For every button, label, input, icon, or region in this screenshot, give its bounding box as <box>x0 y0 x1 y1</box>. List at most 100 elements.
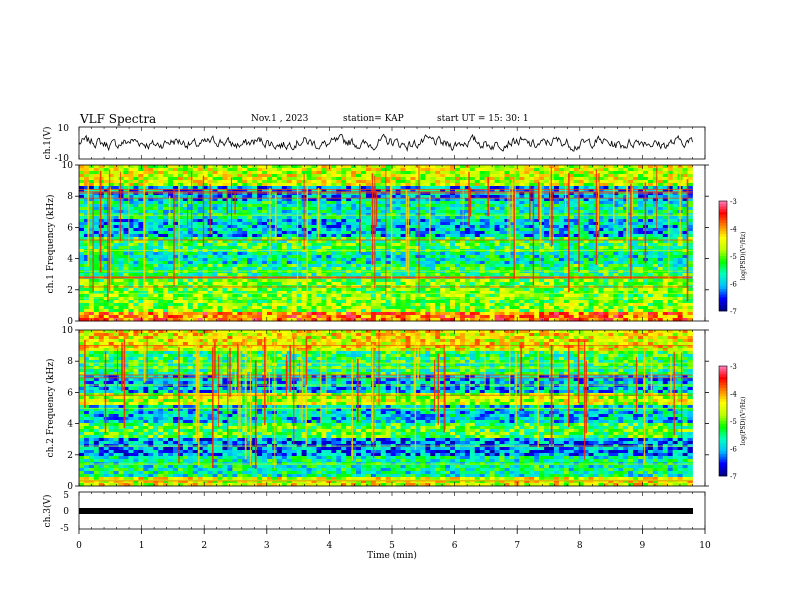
spectrogram-cell <box>682 168 688 172</box>
spectrogram-cell <box>113 264 119 268</box>
spectrogram-cell <box>247 216 253 220</box>
spectrogram-cell <box>311 180 317 184</box>
spectrogram-cell <box>281 237 288 241</box>
spectrogram-cell <box>128 210 134 214</box>
spectrogram-cell <box>469 198 476 202</box>
spectrogram-cell <box>212 231 218 235</box>
spectrogram-cell <box>242 270 248 274</box>
spectrogram-cell <box>529 204 535 208</box>
spectrogram-cell <box>578 201 585 205</box>
spectrogram-cell <box>148 234 154 238</box>
spectrogram-cell <box>148 222 154 226</box>
spectrogram-cell <box>217 183 223 187</box>
spectrogram-cell <box>544 240 550 244</box>
spectrogram-cell <box>361 186 367 190</box>
spectrogram-cell <box>217 261 223 265</box>
spectrogram-cell <box>83 270 90 274</box>
spectrogram-cell <box>474 270 481 274</box>
spectrogram-cell <box>133 210 139 214</box>
spectrogram-cell <box>138 273 144 277</box>
spectrogram-cell <box>177 255 184 259</box>
spectrogram-cell <box>529 270 535 274</box>
spectrogram-cell <box>420 264 426 268</box>
spectrogram-cell <box>281 273 288 277</box>
spectrogram-cell <box>633 168 639 172</box>
spectrogram-cell <box>103 273 110 277</box>
spectrogram-cell <box>667 246 674 250</box>
spectrogram-cell <box>227 222 233 226</box>
spectrogram-cell <box>163 234 169 238</box>
spectrogram-cell <box>553 237 560 241</box>
spectrogram-cell <box>425 282 431 286</box>
spectrogram-cell <box>598 234 604 238</box>
spectrogram-cell <box>687 258 693 262</box>
spectrogram-cell <box>603 234 609 238</box>
spectrogram-cell <box>271 282 278 286</box>
spectrogram-cell <box>257 273 263 277</box>
spectrogram-cell <box>83 186 90 190</box>
spectrogram-cell <box>618 180 624 184</box>
spectrogram-cell <box>603 201 609 205</box>
spectrogram-cell <box>479 174 486 178</box>
spectrogram-cell <box>455 189 461 193</box>
spectrogram-cell <box>549 261 555 265</box>
spectrogram-cell <box>420 231 426 235</box>
spectrogram-cell <box>588 180 594 184</box>
spectrogram-cell <box>267 255 273 259</box>
spectrogram-cell <box>192 255 199 259</box>
spectrogram-cell <box>242 174 248 178</box>
spectrogram-cell <box>519 180 525 184</box>
spectrogram-cell <box>296 165 303 169</box>
spectrogram-cell <box>440 171 446 175</box>
spectrogram-cell <box>365 201 372 205</box>
spectrogram-cell <box>633 273 639 277</box>
spectrogram-cell <box>286 225 293 229</box>
spectrogram-cell <box>415 168 421 172</box>
spectrogram-cell <box>187 204 194 208</box>
spectrogram-cell <box>558 168 565 172</box>
spectrogram-cell <box>182 228 189 232</box>
spectrogram-cell <box>177 174 184 178</box>
spectrogram-cell <box>237 237 243 241</box>
spectrogram-cell <box>133 198 139 202</box>
spectrogram-cell <box>365 192 372 196</box>
spectrogram-cell <box>509 231 515 235</box>
spectrogram-cell <box>573 225 580 229</box>
spectrogram-cell <box>103 201 110 205</box>
spectrogram-cell <box>563 264 570 268</box>
spectrogram-cell <box>242 243 248 247</box>
spectrogram-cell <box>667 279 674 283</box>
spectrogram-cell <box>558 192 565 196</box>
spectrogram-cell <box>583 261 589 265</box>
spectrogram-cell <box>262 186 268 190</box>
spectrogram-cell <box>603 171 609 175</box>
spectrogram-cell <box>643 273 649 277</box>
spectrogram-cell <box>217 165 223 169</box>
spectrogram-cell <box>435 189 441 193</box>
spectrogram-cell <box>405 177 411 181</box>
spectrogram-cell <box>652 207 659 211</box>
spectrogram-cell <box>83 198 90 202</box>
spectrogram-cell <box>291 177 298 181</box>
spectrogram-cell <box>336 204 342 208</box>
spectrogram-cell <box>687 171 693 175</box>
spectrogram-cell <box>331 168 337 172</box>
spectrogram-cell <box>346 234 352 238</box>
spectrogram-cell <box>370 246 377 250</box>
spectrogram-cell <box>177 210 184 214</box>
spectrogram-cell <box>553 225 560 229</box>
spectrogram-cell <box>222 189 228 193</box>
spectrogram-cell <box>544 273 550 277</box>
spectrogram-cell <box>504 210 510 214</box>
spectrogram-cell <box>588 207 594 211</box>
spectrogram-cell <box>529 273 535 277</box>
spectrogram-cell <box>618 189 624 193</box>
spectrogram-cell <box>296 270 303 274</box>
spectrogram-cell <box>529 240 535 244</box>
spectrogram-cell <box>558 183 565 187</box>
spectrogram-cell <box>553 216 560 220</box>
spectrogram-cell <box>499 213 505 217</box>
spectrogram-cell <box>148 195 154 199</box>
spectrogram-cell <box>247 279 253 283</box>
spectrogram-cell <box>524 258 530 262</box>
